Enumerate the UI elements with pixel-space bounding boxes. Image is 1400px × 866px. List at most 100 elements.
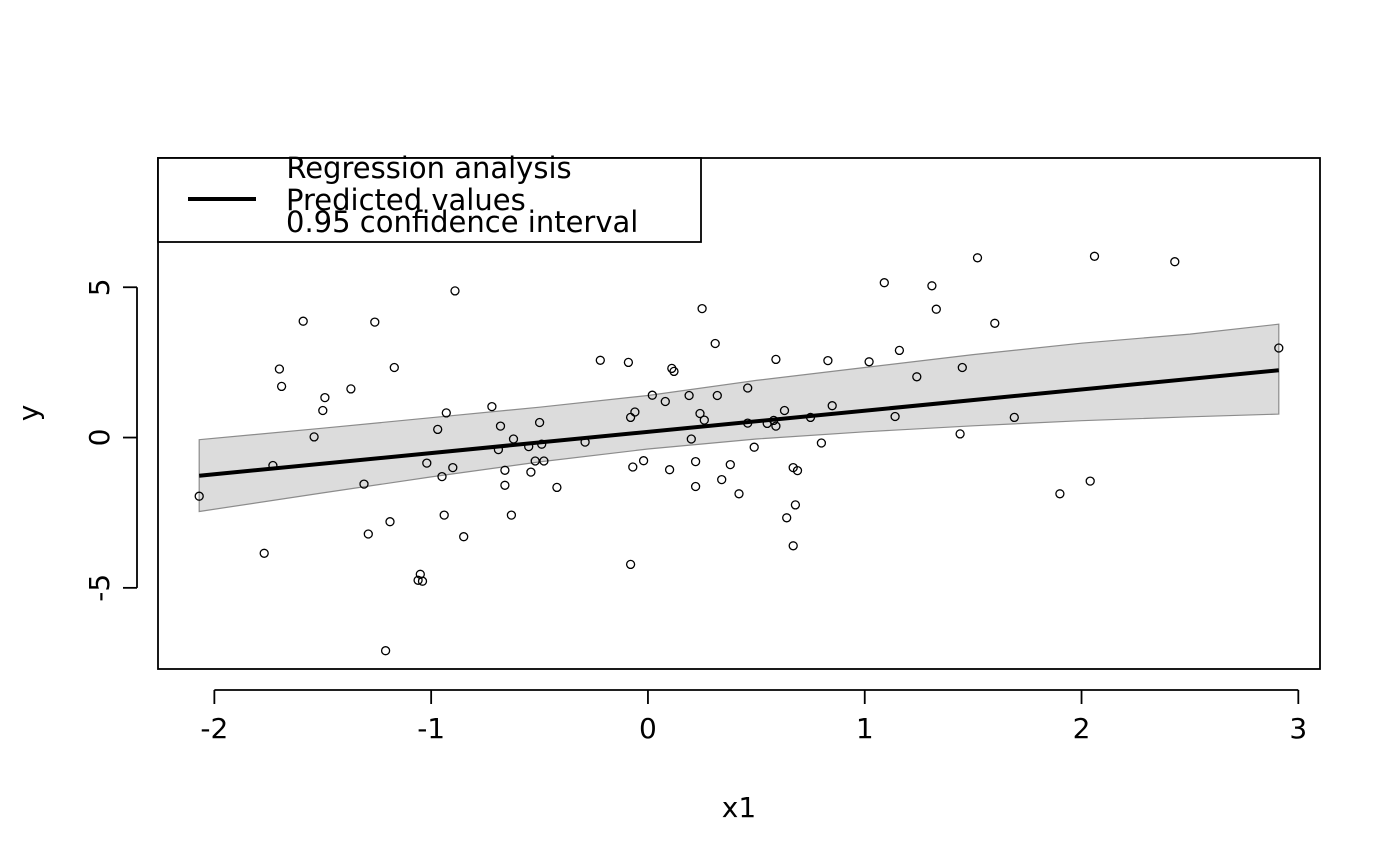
data-point bbox=[530, 456, 540, 466]
data-point bbox=[769, 415, 779, 426]
data-point bbox=[298, 316, 308, 326]
data-point bbox=[524, 441, 534, 452]
x-tick-label: -2 bbox=[200, 712, 228, 745]
legend-box bbox=[157, 157, 702, 243]
plot-frame bbox=[157, 157, 1321, 670]
data-point bbox=[827, 401, 837, 411]
data-point bbox=[526, 467, 536, 477]
data-point bbox=[259, 548, 269, 558]
data-point bbox=[595, 355, 605, 365]
data-point bbox=[1009, 412, 1019, 423]
data-point bbox=[537, 439, 547, 449]
fit-line-layer bbox=[198, 368, 1280, 478]
data-point bbox=[459, 532, 469, 542]
data-point bbox=[389, 362, 399, 373]
data-point bbox=[552, 482, 562, 493]
data-point bbox=[441, 408, 451, 418]
data-point bbox=[792, 465, 803, 476]
data-point bbox=[690, 456, 701, 467]
data-point bbox=[448, 462, 458, 473]
data-point bbox=[630, 407, 640, 417]
data-point bbox=[508, 434, 519, 444]
data-point bbox=[450, 286, 460, 296]
y-tick-label: -5 bbox=[83, 574, 116, 602]
data-point bbox=[690, 481, 701, 492]
data-point bbox=[660, 396, 670, 407]
predicted-values-line bbox=[198, 368, 1280, 478]
data-point bbox=[686, 434, 696, 444]
data-point bbox=[320, 392, 330, 403]
data-point bbox=[912, 372, 922, 382]
data-point bbox=[1089, 251, 1100, 261]
data-point bbox=[697, 303, 707, 314]
data-point bbox=[500, 480, 510, 490]
data-point bbox=[439, 510, 449, 520]
x-tick-label: -1 bbox=[417, 712, 445, 745]
data-point bbox=[788, 541, 798, 551]
data-point bbox=[363, 529, 373, 539]
data-point bbox=[699, 415, 709, 425]
data-point bbox=[712, 390, 722, 401]
data-point bbox=[664, 465, 675, 475]
data-point bbox=[580, 437, 590, 447]
data-point bbox=[805, 412, 816, 423]
data-point bbox=[890, 411, 900, 422]
data-point bbox=[725, 459, 735, 470]
data-point bbox=[493, 444, 504, 455]
y-tick-label: 5 bbox=[83, 278, 116, 296]
data-point bbox=[437, 471, 447, 482]
data-point bbox=[864, 357, 874, 367]
data-point bbox=[931, 304, 941, 314]
y-axis-label: y bbox=[12, 405, 45, 422]
data-point bbox=[667, 363, 677, 374]
data-point bbox=[647, 390, 657, 400]
data-point bbox=[274, 364, 285, 374]
data-point bbox=[955, 429, 965, 439]
data-point bbox=[710, 338, 720, 349]
data-point bbox=[927, 281, 937, 291]
confidence-band-layer bbox=[198, 323, 1280, 513]
data-point bbox=[771, 421, 781, 431]
data-point bbox=[790, 500, 801, 510]
data-point bbox=[879, 278, 889, 288]
x-tick-label: 2 bbox=[1073, 712, 1091, 745]
data-point bbox=[487, 401, 497, 412]
data-point bbox=[433, 424, 443, 435]
data-point bbox=[417, 576, 428, 586]
data-point bbox=[894, 345, 905, 356]
data-point bbox=[749, 442, 759, 452]
data-point bbox=[625, 559, 636, 570]
data-point bbox=[539, 456, 549, 466]
data-point bbox=[534, 417, 545, 428]
data-point bbox=[623, 357, 634, 368]
data-point bbox=[318, 405, 328, 416]
data-point bbox=[309, 432, 319, 442]
data-point bbox=[1274, 343, 1284, 353]
data-point bbox=[816, 438, 827, 448]
data-point bbox=[506, 510, 517, 520]
data-point bbox=[1055, 489, 1065, 499]
legend-entry-predicted: Predicted values bbox=[286, 183, 526, 217]
axes-layer: -2 -1 0 1 2 3 -5 0 5 bbox=[83, 278, 1307, 745]
data-point bbox=[743, 418, 753, 428]
data-point bbox=[734, 489, 744, 499]
data-point bbox=[628, 462, 638, 472]
data-point bbox=[684, 390, 694, 401]
scatter-points-layer bbox=[194, 251, 1284, 656]
data-point bbox=[957, 362, 967, 373]
x-axis-label: x1 bbox=[722, 791, 756, 824]
x-tick-label: 1 bbox=[856, 712, 874, 745]
x-tick-label: 0 bbox=[639, 712, 657, 745]
data-point bbox=[500, 465, 510, 475]
data-point bbox=[359, 479, 369, 489]
y-tick-label: 0 bbox=[83, 429, 116, 447]
data-point bbox=[972, 253, 983, 263]
data-point bbox=[370, 317, 380, 327]
legend-title: Regression analysis bbox=[286, 151, 571, 185]
data-point bbox=[638, 456, 649, 466]
data-point bbox=[669, 366, 679, 377]
data-point bbox=[268, 460, 278, 471]
data-point bbox=[771, 354, 781, 365]
x-tick-label: 3 bbox=[1289, 712, 1307, 745]
